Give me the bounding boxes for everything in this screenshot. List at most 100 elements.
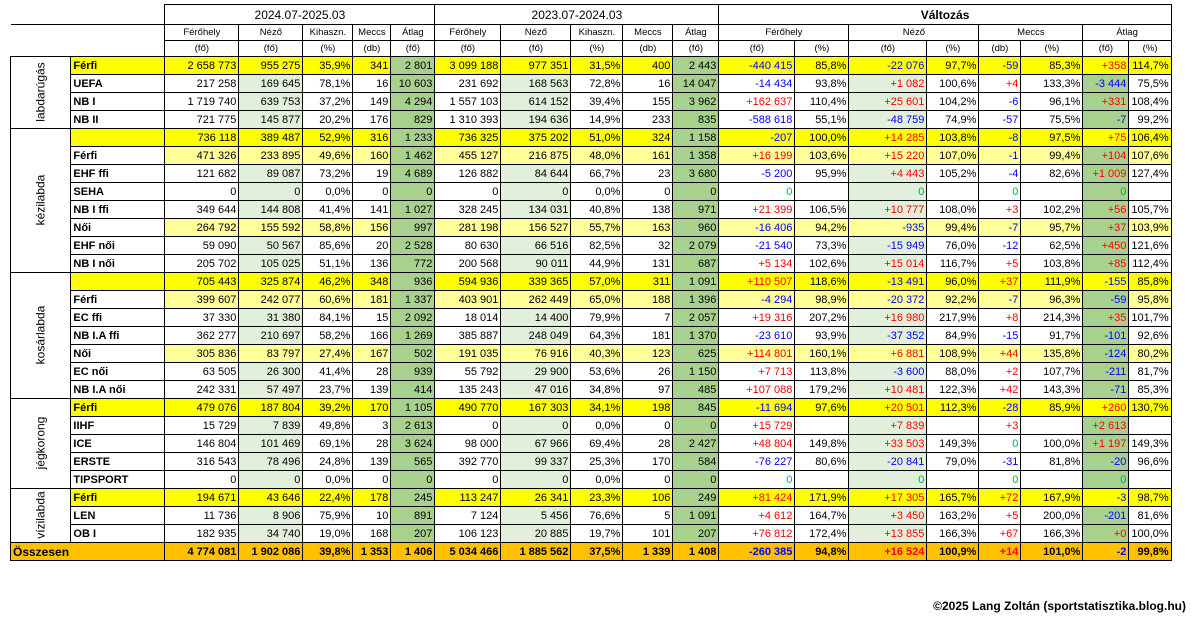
change-column-header: Meccs xyxy=(978,24,1084,41)
data-cell: 349 644 xyxy=(164,200,240,219)
sport-label: kosárlabda xyxy=(9,272,72,399)
data-cell: 7 839 xyxy=(238,416,304,435)
data-cell: 565 xyxy=(390,452,436,471)
data-cell: 181 xyxy=(622,326,674,345)
table-row: ERSTE 316 543 78 496 24,8% 139 565 392 770 99 3… xyxy=(11,452,1172,471)
change-cell: -3 600 xyxy=(848,362,928,381)
row-label: NB I ffi xyxy=(70,200,166,219)
change-cell: +56 xyxy=(1082,200,1130,219)
change-cell: 167,9% xyxy=(1020,488,1084,507)
column-header: Férőhely xyxy=(164,24,240,41)
data-cell: 2 427 xyxy=(672,434,720,453)
data-cell: 8 906 xyxy=(238,506,304,525)
row-label: TIPSPORT xyxy=(70,470,166,489)
change-cell: 0 xyxy=(1082,182,1130,201)
change-cell: -7 xyxy=(978,290,1022,309)
data-cell: 34,8% xyxy=(570,380,624,399)
data-cell: 134 031 xyxy=(500,200,572,219)
data-cell: 28 xyxy=(352,434,392,453)
change-cell: -11 694 xyxy=(718,398,796,417)
data-cell: 502 xyxy=(390,344,436,363)
data-cell: 105 025 xyxy=(238,254,304,273)
data-cell: 0 xyxy=(434,182,502,201)
table-row: jégkorong Férfi 479 076 187 804 39,2% 170 1 10… xyxy=(9,398,1172,489)
data-cell: 1 462 xyxy=(390,146,436,165)
corner-cell xyxy=(11,25,165,41)
data-cell: 939 xyxy=(390,362,436,381)
data-cell: 829 xyxy=(390,110,436,129)
change-cell: 98,9% xyxy=(794,290,850,309)
data-cell: 99 337 xyxy=(500,452,572,471)
change-cell: +76 812 xyxy=(718,524,796,543)
change-cell: -59 xyxy=(1082,290,1130,309)
change-cell: 217,9% xyxy=(926,308,980,327)
data-cell: 29 900 xyxy=(500,362,572,381)
row-label: EHF női xyxy=(70,236,166,255)
data-cell: 97 xyxy=(622,380,674,399)
change-cell: 97,6% xyxy=(794,398,850,417)
change-cell: 99,4% xyxy=(1020,146,1084,165)
data-cell: 1 091 xyxy=(672,506,720,525)
change-cell: -20 841 xyxy=(848,452,928,471)
data-cell: 40,8% xyxy=(570,200,624,219)
change-cell: 103,6% xyxy=(794,146,850,165)
data-cell: 37,2% xyxy=(302,92,354,111)
change-cell: +10 481 xyxy=(848,380,928,399)
data-cell: 98 000 xyxy=(434,434,502,453)
change-cell: -935 xyxy=(848,218,928,237)
total-cell: 5 034 466 xyxy=(434,542,502,561)
data-cell: 145 877 xyxy=(238,110,304,129)
change-cell: +2 613 xyxy=(1082,416,1130,435)
data-cell: 960 xyxy=(672,218,720,237)
total-cell: 39,8% xyxy=(302,542,354,561)
data-cell: 65,0% xyxy=(570,290,624,309)
data-cell: 67 966 xyxy=(500,434,572,453)
change-cell: +1 082 xyxy=(848,74,928,93)
total-change-cell: +16 524 xyxy=(848,542,928,561)
total-cell: 1 885 562 xyxy=(500,542,572,561)
data-cell: 66 516 xyxy=(500,236,572,255)
data-cell: 392 770 xyxy=(434,452,502,471)
sport-name: jégkorong xyxy=(33,416,48,470)
change-cell: -71 xyxy=(1082,380,1130,399)
data-cell: 2 658 773 xyxy=(164,56,240,75)
change-cell: 100,0% xyxy=(794,128,850,147)
data-cell: 835 xyxy=(672,110,720,129)
change-cell: 93,8% xyxy=(794,74,850,93)
change-column-header: Férőhely xyxy=(718,24,850,41)
data-cell: 455 127 xyxy=(434,146,502,165)
period2-header: 2023.07-2024.03 xyxy=(434,4,720,25)
data-cell: 161 xyxy=(622,146,674,165)
data-cell: 11 736 xyxy=(164,506,240,525)
change-cell: +20 501 xyxy=(848,398,928,417)
total-cell: 1 902 086 xyxy=(238,542,304,561)
row-label: Férfi xyxy=(70,398,166,417)
row-label xyxy=(70,128,166,147)
data-cell: 39,2% xyxy=(302,398,354,417)
change-cell xyxy=(794,182,850,201)
change-cell: 0 xyxy=(718,470,796,489)
header-row-periods: 2024.07-2025.03 2023.07-2024.03 Változás xyxy=(10,4,1172,25)
change-cell: +17 305 xyxy=(848,488,928,507)
data-cell: 1 337 xyxy=(390,290,436,309)
change-cell: -31 xyxy=(978,452,1022,471)
change-cell: -1 xyxy=(978,146,1022,165)
change-cell: 106,4% xyxy=(1128,128,1172,147)
data-cell: 19,7% xyxy=(570,524,624,543)
data-cell: 59 090 xyxy=(164,236,240,255)
change-cell: -16 406 xyxy=(718,218,796,237)
data-cell: 89 087 xyxy=(238,164,304,183)
data-cell: 1 557 103 xyxy=(434,92,502,111)
data-cell: 136 xyxy=(352,254,392,273)
change-cell: 160,1% xyxy=(794,344,850,363)
data-cell: 0 xyxy=(672,182,720,201)
data-cell: 198 xyxy=(622,398,674,417)
change-cell: 97,5% xyxy=(1020,128,1084,147)
row-label: NB II xyxy=(70,110,166,129)
data-cell: 85,6% xyxy=(302,236,354,255)
table-row: kosárlabda 705 443 325 874 46,2% 348 936 594 9… xyxy=(9,272,1172,399)
change-cell: 107,0% xyxy=(926,146,980,165)
data-cell: 403 901 xyxy=(434,290,502,309)
change-cell: 99,2% xyxy=(1128,110,1172,129)
